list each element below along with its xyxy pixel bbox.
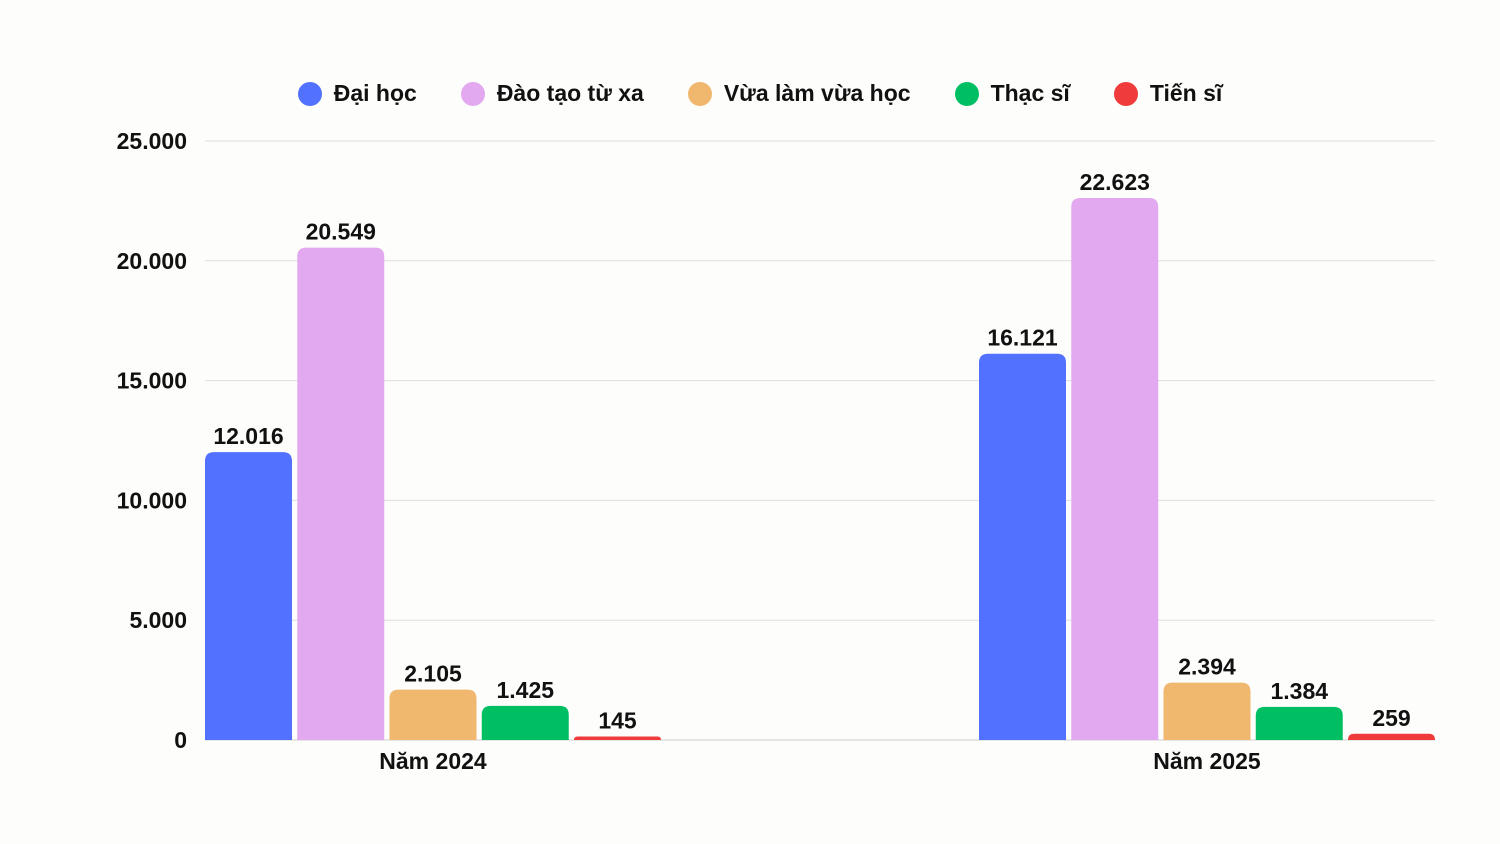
legend-item: Vừa làm vừa học (687, 80, 911, 107)
bar (574, 736, 661, 740)
x-category-label: Năm 2025 (1153, 748, 1261, 774)
y-tick-label: 20.000 (117, 248, 187, 274)
bar-value-label: 259 (1372, 705, 1410, 731)
legend-label: Đại học (333, 80, 417, 106)
chart-legend: Đại học Đào tạo từ xa Vừa làm vừa học Thạc … (0, 80, 1500, 107)
legend-swatch (460, 81, 485, 106)
y-tick-label: 25.000 (117, 128, 187, 154)
bar-value-label: 2.105 (404, 661, 462, 687)
legend-swatch (297, 81, 322, 106)
bar-value-label: 12.016 (213, 423, 283, 449)
y-tick-label: 10.000 (117, 487, 187, 513)
legend-label: Đào tạo từ xa (496, 80, 644, 106)
bar (1163, 682, 1251, 740)
y-tick-label: 15.000 (117, 368, 187, 394)
legend-label: Vừa làm vừa học (723, 80, 911, 106)
legend-swatch (954, 81, 979, 106)
bar-value-label: 22.623 (1080, 169, 1150, 195)
legend-label: Thạc sĩ (990, 80, 1070, 106)
bar-value-label: 1.425 (496, 677, 554, 703)
bar (389, 689, 477, 740)
legend-item: Tiến sĩ (1113, 80, 1223, 107)
bar-value-label: 1.384 (1270, 678, 1328, 704)
y-tick-label: 0 (174, 727, 187, 753)
legend-swatch (687, 81, 712, 106)
bar (1071, 197, 1159, 740)
bar (205, 452, 292, 740)
bar-value-label: 2.394 (1178, 654, 1236, 680)
bar (297, 247, 385, 740)
legend-swatch (1113, 81, 1138, 106)
bar-value-label: 145 (598, 708, 637, 734)
bar-value-label: 20.549 (306, 219, 376, 245)
bar (979, 353, 1066, 740)
bar (481, 705, 569, 740)
legend-item: Đào tạo từ xa (460, 80, 644, 107)
bar-value-label: 16.121 (987, 325, 1058, 351)
bar (1255, 706, 1343, 740)
y-tick-label: 5.000 (129, 607, 187, 633)
legend-item: Đại học (297, 80, 417, 107)
legend-item: Thạc sĩ (954, 80, 1070, 107)
bar (1348, 733, 1435, 740)
legend-label: Tiến sĩ (1149, 80, 1223, 106)
x-category-label: Năm 2024 (379, 748, 487, 774)
